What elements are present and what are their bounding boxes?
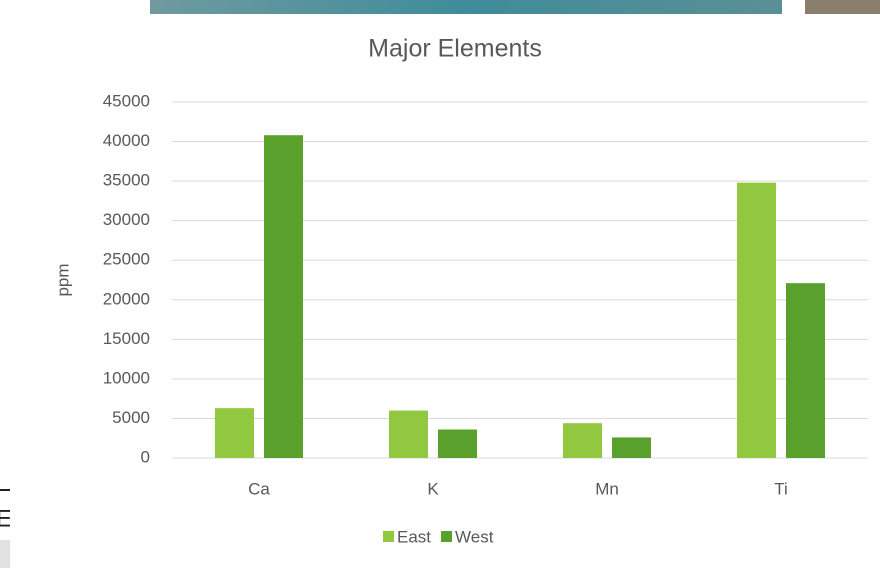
y-tick-label: 5000	[112, 408, 150, 427]
y-tick-label: 40000	[103, 131, 150, 150]
bar	[389, 410, 428, 458]
background-panel	[0, 540, 10, 568]
plot: 0 5000 10000 15000 20000 25000 30000 35000 40000…	[103, 91, 868, 546]
y-tick-label: 45000	[103, 91, 150, 110]
bar	[786, 283, 825, 458]
legend-swatch	[441, 531, 453, 542]
x-tick-label: K	[427, 479, 439, 498]
y-tick-label: 20000	[103, 289, 150, 308]
chart-area	[10, 14, 880, 568]
y-tick-label: 10000	[103, 368, 150, 387]
bar	[737, 182, 776, 458]
legend-label: West	[455, 527, 494, 546]
y-tick-label: 35000	[103, 171, 150, 190]
y-axis-label: ppm	[53, 263, 72, 296]
y-tick-label: 25000	[103, 250, 150, 269]
bar	[215, 408, 254, 458]
legend-swatch	[383, 531, 394, 542]
legend-label: East	[397, 527, 431, 546]
x-tick-label: Mn	[595, 479, 619, 498]
y-tick-label: 0	[141, 447, 150, 466]
y-tick-label: 30000	[103, 210, 150, 229]
background-photo	[150, 0, 782, 16]
bar	[438, 429, 477, 458]
background-photo	[805, 0, 880, 16]
y-tick-label: 15000	[103, 329, 150, 348]
bar	[563, 423, 602, 458]
bar	[612, 437, 651, 458]
chart-title: Major Elements	[368, 35, 542, 63]
background-text: E	[0, 505, 12, 532]
bar	[264, 135, 303, 458]
x-tick-label: Ti	[774, 479, 788, 498]
x-tick-label: Ca	[248, 479, 270, 498]
